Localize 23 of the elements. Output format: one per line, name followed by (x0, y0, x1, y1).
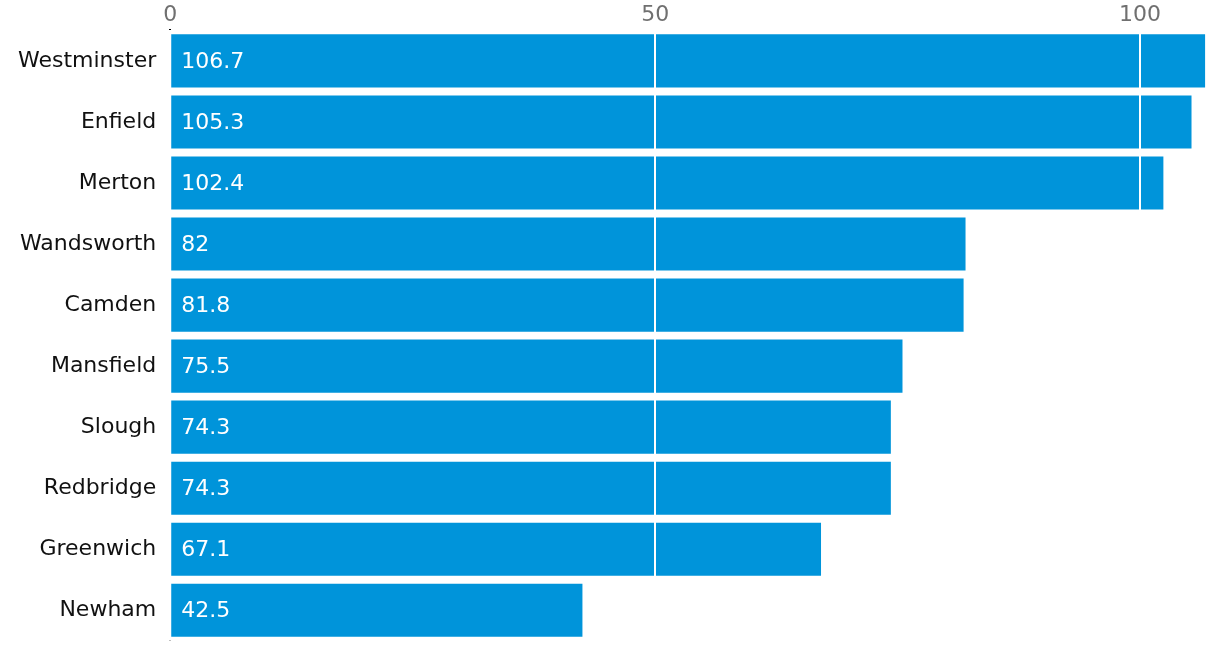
y-tick-label: Wandsworth (19, 229, 157, 255)
y-tick-label: Redbridge (43, 473, 157, 499)
data-label: 105.3 (181, 108, 245, 134)
data-label: 74.3 (181, 413, 231, 439)
data-label: 102.4 (181, 169, 245, 195)
y-tick-label: Newham (59, 596, 157, 621)
y-tick-label: Enfield (80, 107, 157, 133)
y-tick-label: Mansfield (50, 351, 157, 377)
y-tick-label: Camden (64, 290, 157, 316)
data-label: 106.7 (181, 47, 245, 73)
x-tick-label: 50 (641, 0, 670, 26)
x-tick-label: 0 (163, 0, 178, 26)
data-label: 81.8 (181, 291, 231, 317)
y-tick-label: Westminster (17, 46, 158, 72)
data-label: 42.5 (181, 597, 231, 622)
x-tick-label: 100 (1119, 0, 1162, 26)
data-label: 82 (181, 230, 210, 256)
data-label: 67.1 (181, 535, 231, 561)
y-tick-label: Greenwich (39, 534, 157, 560)
data-label: 74.3 (181, 474, 231, 500)
data-label: 75.5 (181, 352, 231, 378)
y-tick-label: Slough (80, 412, 157, 438)
y-tick-label: Merton (78, 168, 157, 194)
